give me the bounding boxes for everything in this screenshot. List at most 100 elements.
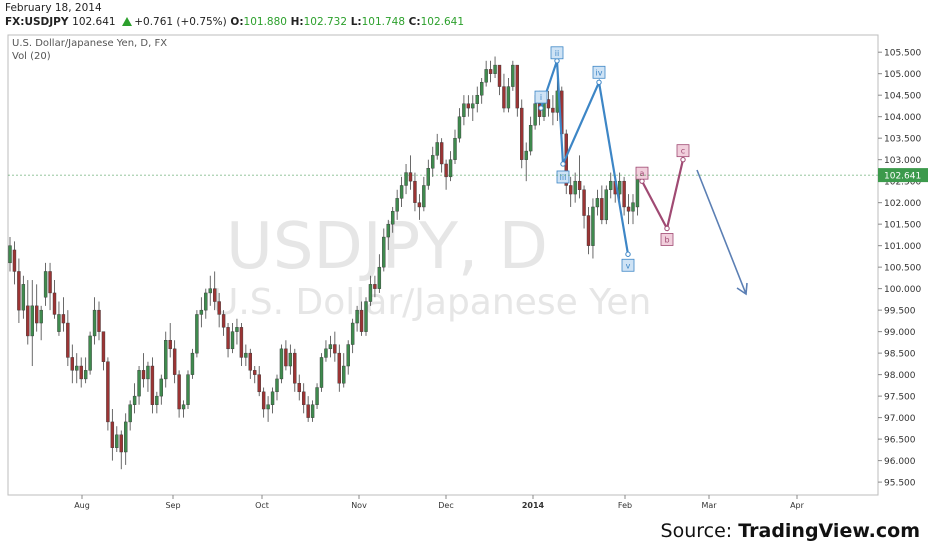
candle <box>422 176 426 212</box>
candle-body <box>137 370 141 397</box>
candle-body <box>288 352 293 367</box>
candle <box>26 280 30 345</box>
candle <box>212 271 217 311</box>
candle-body <box>359 309 364 332</box>
candle <box>257 366 261 397</box>
candle <box>368 275 373 306</box>
candle-body <box>168 340 172 350</box>
candle <box>413 172 417 212</box>
close-label: C: <box>408 16 421 28</box>
candle <box>359 301 364 336</box>
blue-wave-label-box <box>621 258 635 272</box>
candle <box>30 280 34 367</box>
price-change: +0.761 (+0.75%) <box>134 16 227 28</box>
candle-body <box>422 185 426 208</box>
candle <box>66 310 70 367</box>
source-credit: Source: TradingView.com <box>661 520 920 542</box>
candle-body <box>595 198 600 208</box>
candle-body <box>132 395 137 405</box>
candle-body <box>195 314 199 354</box>
candle-body <box>253 370 257 375</box>
candle-body <box>480 82 484 96</box>
candle <box>546 90 551 117</box>
candle <box>404 163 408 195</box>
candle-body <box>244 352 248 358</box>
price-tick-label: 105.000 <box>884 70 921 80</box>
candle <box>239 323 244 367</box>
candle-body <box>66 322 70 358</box>
price-axis[interactable]: 95.500 96.000 96.500 97.000 97.500 98.000 98.5… <box>8 49 928 489</box>
candle <box>83 357 88 384</box>
candle <box>569 176 573 207</box>
candle-body <box>524 150 528 160</box>
candle <box>244 344 248 367</box>
candle-body <box>577 180 582 190</box>
time-axis[interactable]: Aug Sep Oct Nov Dec 2014 Feb Mar Apr <box>74 495 805 510</box>
candle <box>626 194 631 225</box>
candle <box>52 280 57 319</box>
pink-wave-label-box <box>660 233 674 246</box>
candle-body <box>466 103 471 109</box>
candle-body <box>57 314 61 332</box>
candle-body <box>626 206 631 212</box>
candle-body <box>475 94 479 104</box>
candle-body <box>261 391 266 410</box>
candle <box>506 77 511 113</box>
candle <box>475 86 479 113</box>
candle-body <box>582 189 586 216</box>
candle <box>270 387 275 414</box>
candle <box>146 361 150 392</box>
price-tick-label: 96.500 <box>884 436 916 446</box>
price-tick-label: 103.000 <box>884 156 921 166</box>
candle <box>488 60 493 83</box>
candle <box>261 387 266 418</box>
candle-body <box>368 284 373 302</box>
candle <box>337 344 341 392</box>
time-tick-label: Dec <box>438 501 453 510</box>
candle-body <box>83 370 88 380</box>
candle <box>75 353 79 384</box>
candle <box>306 396 310 422</box>
candle-body <box>315 387 319 405</box>
candle-body <box>61 314 66 324</box>
blue-wave-label: ii <box>555 49 559 58</box>
candle <box>315 383 319 410</box>
candle <box>226 323 230 358</box>
candle-body <box>101 331 106 362</box>
symbol[interactable]: FX:USDJPY <box>5 16 69 28</box>
candle <box>493 56 497 78</box>
candle-body <box>609 180 613 190</box>
candle <box>43 262 48 306</box>
candle <box>21 275 26 319</box>
volume-indicator-label: Vol (20) <box>12 51 51 62</box>
blue-wave-label: v <box>626 261 631 270</box>
price-tick-label: 99.000 <box>884 328 916 338</box>
candle <box>333 331 337 362</box>
candle <box>172 340 177 384</box>
candle-body <box>617 180 622 195</box>
blue-wave-point <box>560 161 566 167</box>
candle-body <box>506 86 511 109</box>
candle-body <box>177 374 181 410</box>
candle <box>391 206 395 233</box>
candle-body <box>310 404 315 418</box>
candle-body <box>266 404 270 410</box>
candle <box>350 318 355 354</box>
candle-body <box>533 103 537 126</box>
candle <box>275 374 279 401</box>
candle-body <box>493 64 497 74</box>
candle-body <box>350 322 355 345</box>
price-tick-label: 98.000 <box>884 371 916 381</box>
time-tick-label: Feb <box>618 501 632 510</box>
candle <box>600 185 604 225</box>
candle-body <box>515 64 519 109</box>
candle-body <box>275 378 279 393</box>
candle <box>364 297 368 336</box>
candle-body <box>155 395 159 405</box>
candle-body <box>172 348 177 375</box>
candle <box>119 430 123 470</box>
candle <box>617 172 622 203</box>
candle-body <box>333 344 337 354</box>
candle <box>346 340 350 375</box>
